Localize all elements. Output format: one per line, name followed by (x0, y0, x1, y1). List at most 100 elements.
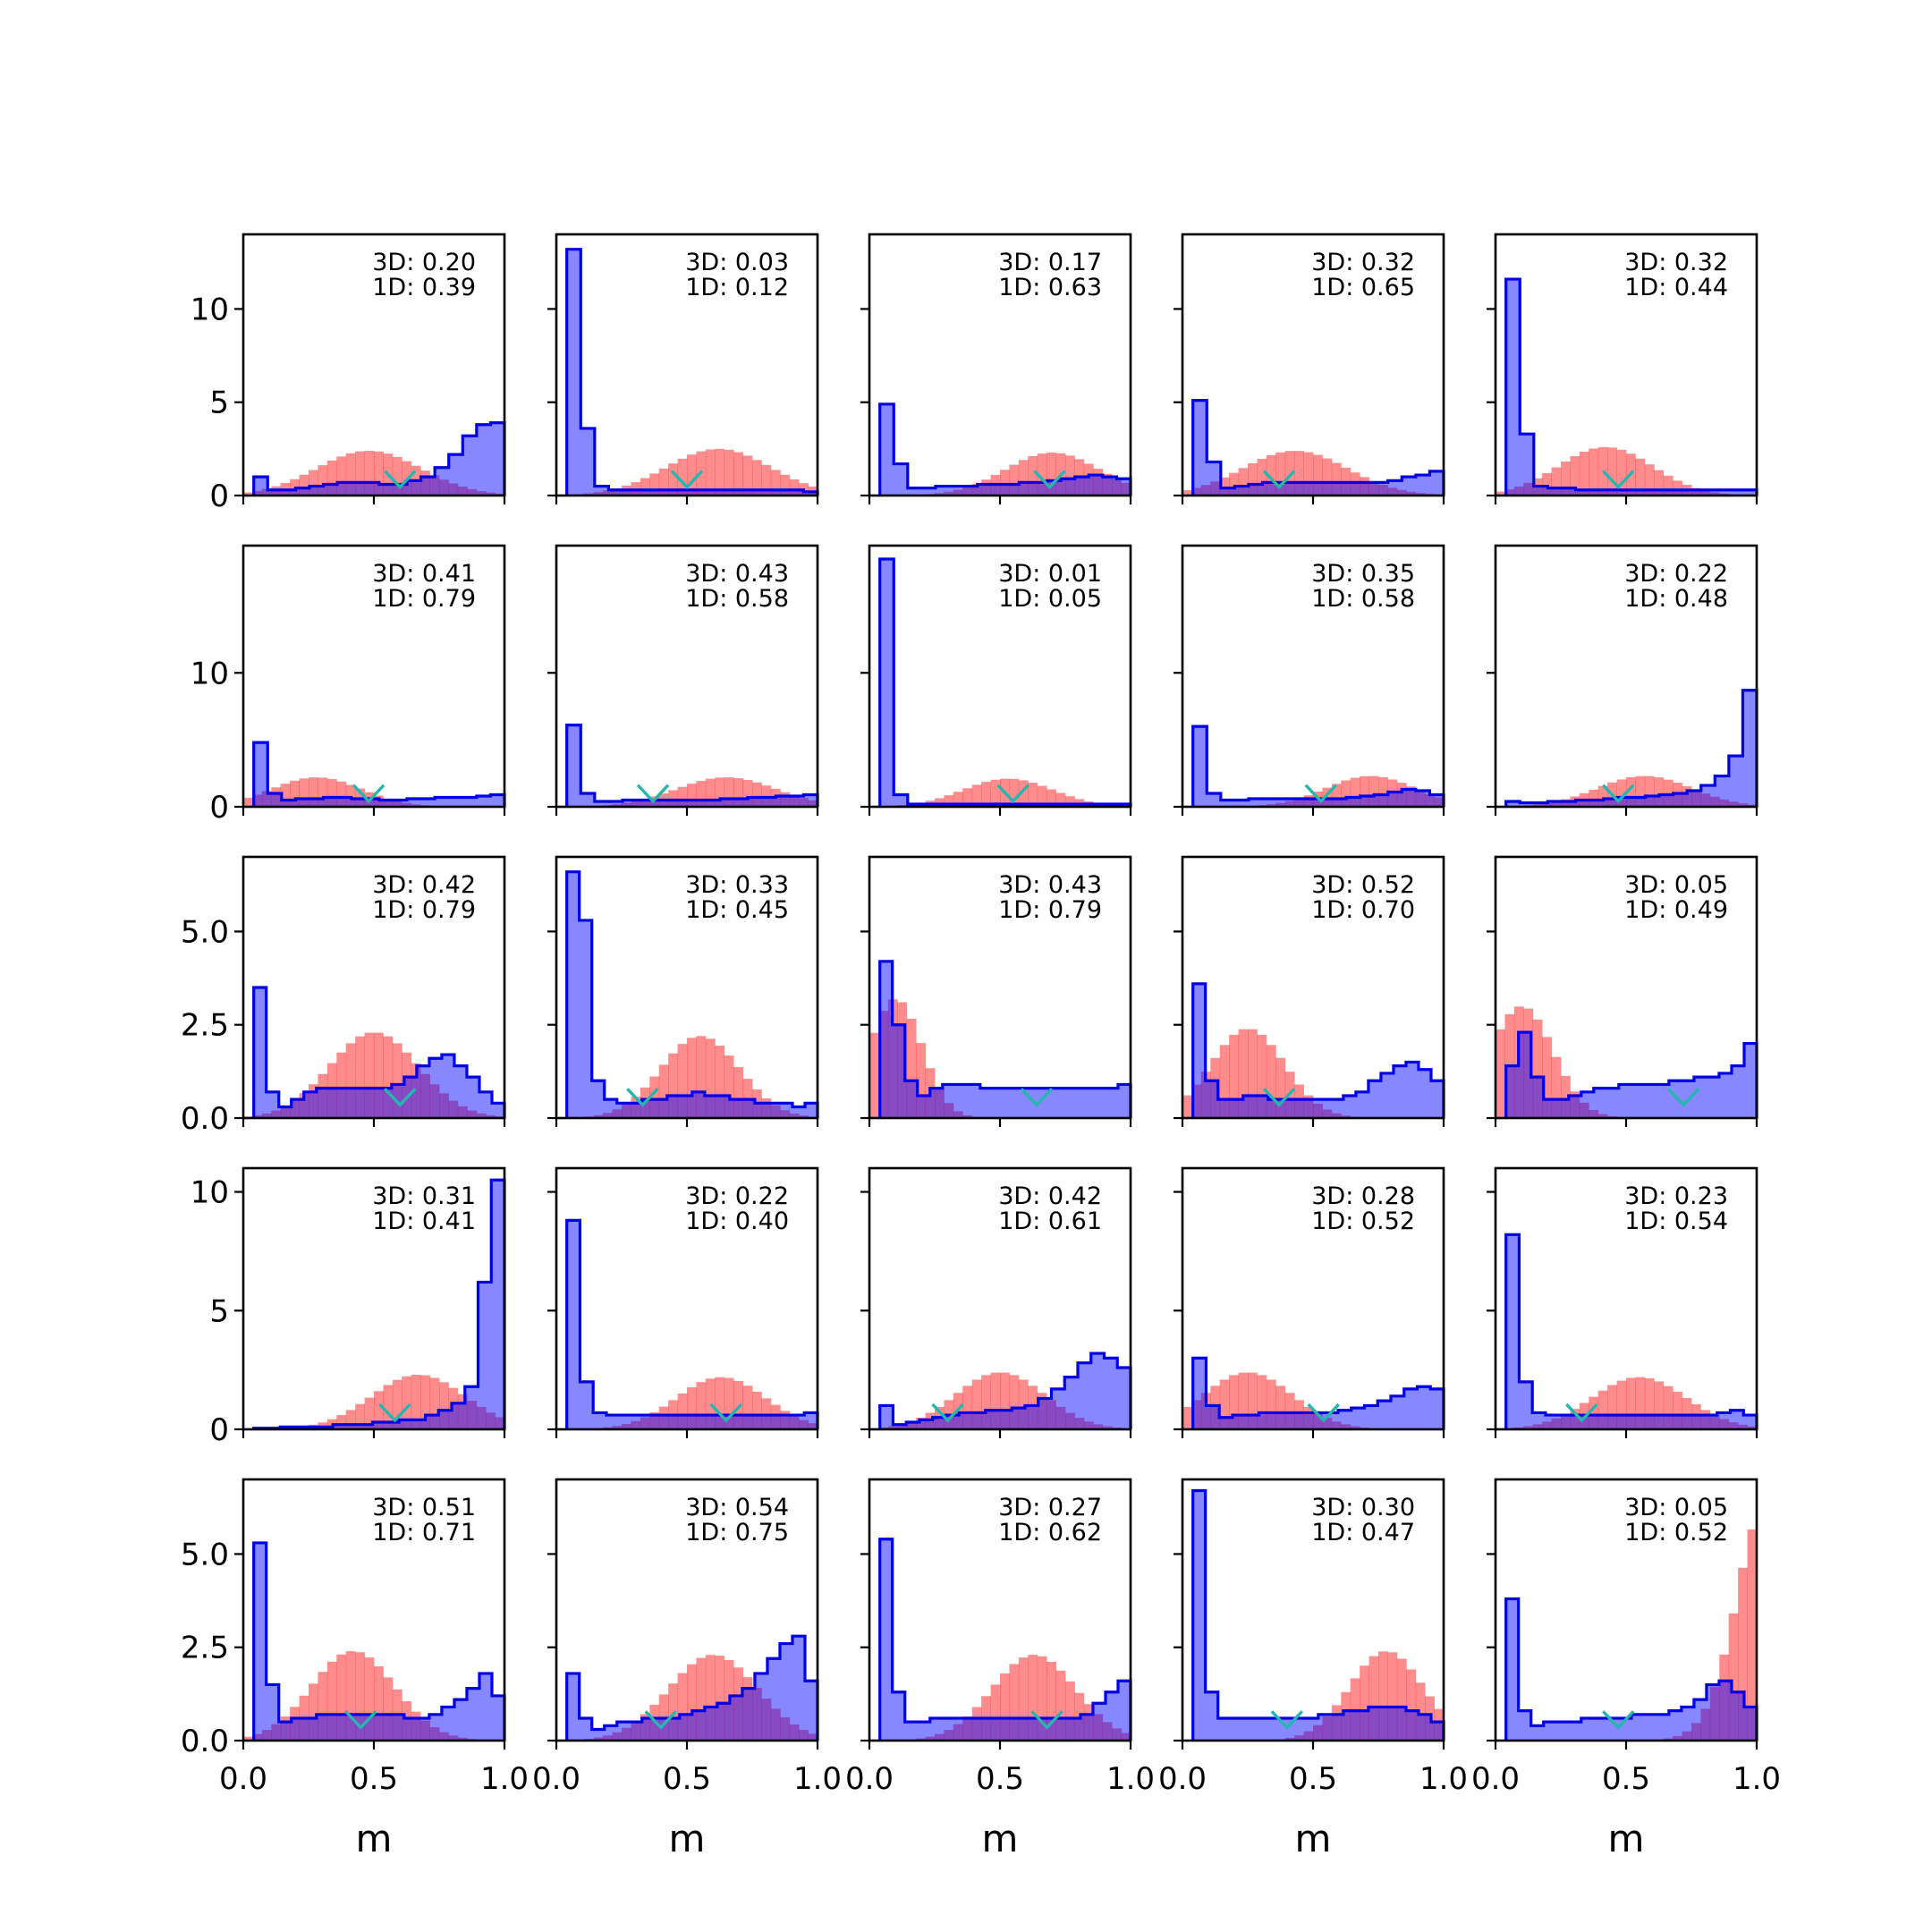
red-bar (271, 1724, 282, 1741)
red-bar (1284, 1393, 1295, 1429)
red-bar (770, 1404, 781, 1429)
red-bar (1504, 489, 1515, 496)
blue-area (253, 1180, 504, 1429)
red-bar (420, 1375, 430, 1429)
red-bar (1738, 1424, 1748, 1429)
label-1d: 1D: 0.52 (1311, 1208, 1415, 1235)
red-bar (1037, 1656, 1047, 1741)
marker-icon (1602, 470, 1635, 490)
y-tick-label: 2.5 (181, 1008, 229, 1044)
red-bar (336, 1415, 347, 1429)
red-bar (981, 1375, 991, 1429)
red-bar (1673, 480, 1682, 496)
marker-icon (996, 784, 1030, 804)
red-bar (593, 1737, 604, 1741)
blue-area (566, 1636, 818, 1741)
red-bar (944, 795, 954, 807)
red-bar (336, 456, 347, 496)
red-bar (1248, 462, 1258, 496)
red-bar (1093, 1424, 1104, 1429)
red-bar (1434, 1708, 1445, 1741)
red-bar (603, 1113, 613, 1118)
red-bar (448, 483, 459, 496)
red-bar (383, 798, 394, 807)
red-bar (1635, 458, 1646, 496)
label-3d: 3D: 0.05 (1624, 871, 1728, 899)
red-bar (1496, 1029, 1505, 1118)
red-bar (1406, 491, 1417, 496)
marker-icon (1030, 1710, 1063, 1730)
blue-step-line (878, 402, 1132, 496)
red-bar (309, 1084, 318, 1118)
red-bar (1597, 1114, 1608, 1118)
red-bar (336, 1654, 347, 1741)
red-bar (742, 779, 753, 807)
red-bar (715, 777, 725, 807)
red-bar (789, 1416, 800, 1429)
red-bar (1551, 1056, 1562, 1118)
red-bar (1046, 453, 1056, 496)
red-bar (897, 1002, 908, 1118)
red-bar (1551, 801, 1562, 807)
y-tick-label: 0.0 (181, 1101, 229, 1137)
red-bar (1102, 1426, 1113, 1429)
red-bar (780, 1411, 791, 1429)
red-bar (640, 478, 650, 496)
label-1d: 1D: 0.52 (1624, 1519, 1728, 1546)
red-bar (649, 1412, 660, 1429)
marker-icon (383, 1088, 417, 1107)
red-bar (1719, 799, 1730, 807)
red-bar (631, 1420, 641, 1429)
red-bar (1191, 487, 1202, 496)
red-bar (687, 1664, 697, 1741)
red-bar (1294, 1735, 1304, 1741)
red-bar (1523, 482, 1534, 496)
label-3d: 3D: 0.27 (998, 1494, 1102, 1521)
red-bar (1229, 1034, 1239, 1118)
red-bar (799, 798, 809, 807)
red-bar (696, 1657, 707, 1741)
red-bar (364, 1657, 375, 1741)
red-bar (770, 1105, 781, 1118)
red-bar (261, 488, 272, 496)
red-bar (715, 1656, 725, 1741)
red-bar (953, 792, 963, 807)
x-tick-label: 1.0 (793, 1761, 842, 1797)
x-tick-label: 1.0 (1419, 1761, 1468, 1797)
red-bar (603, 490, 613, 496)
red-bar (1570, 456, 1580, 496)
red-bar (1551, 467, 1562, 496)
red-bar (1425, 793, 1435, 807)
marker-icon (1020, 1088, 1054, 1107)
label-1d: 1D: 0.58 (685, 585, 789, 613)
label-3d: 3D: 0.33 (685, 871, 789, 899)
red-bar (1682, 786, 1692, 807)
red-bar (1238, 1372, 1249, 1429)
blue-step-line (878, 960, 1132, 1118)
red-bar (448, 1735, 459, 1741)
red-bar (1331, 1705, 1342, 1741)
red-bar (1513, 486, 1524, 496)
label-3d: 3D: 0.41 (372, 560, 476, 588)
red-bar (1200, 485, 1211, 496)
marker-icon (1270, 1710, 1304, 1730)
red-bar (457, 487, 468, 496)
red-bar (1700, 1708, 1711, 1741)
red-bar (990, 1372, 1001, 1429)
red-bar (364, 1032, 375, 1118)
red-bar (1738, 1567, 1748, 1741)
blue-step-line (565, 724, 819, 807)
red-bar (770, 1708, 781, 1741)
red-bar (1626, 776, 1636, 807)
red-bar (1368, 1656, 1379, 1741)
marker-icon (1565, 1402, 1598, 1423)
red-bar (476, 1407, 487, 1429)
red-bar (1579, 451, 1589, 496)
red-bar (1083, 1704, 1094, 1741)
blue-area (1192, 983, 1444, 1118)
